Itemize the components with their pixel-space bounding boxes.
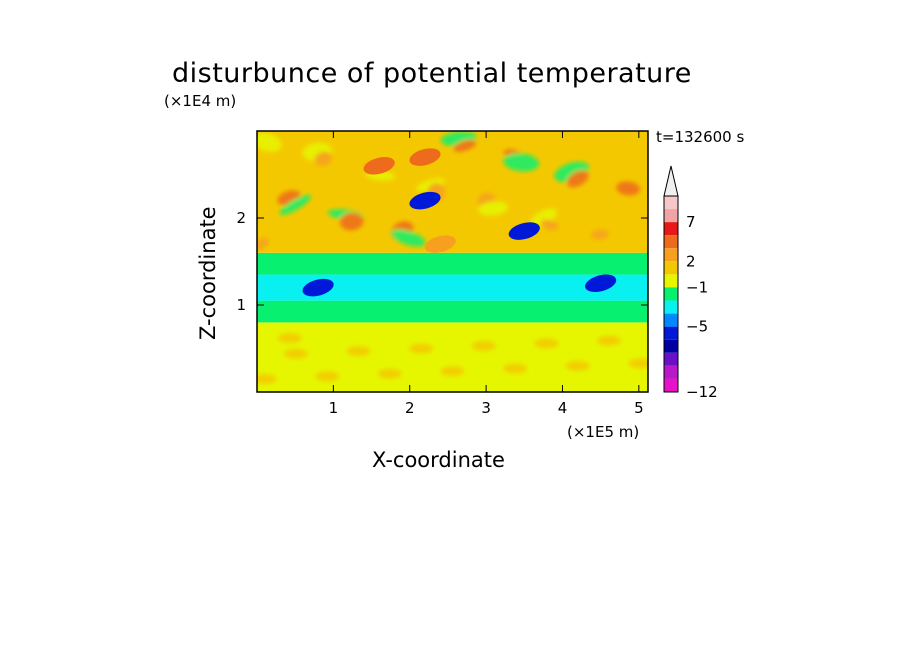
field-feature-0 [409,191,441,210]
colorbar-swatch [664,378,678,392]
x-tick-label: 2 [405,399,415,417]
colorbar-label: −12 [686,383,718,401]
colorbar-swatch [664,209,678,223]
colorbar-swatch [664,261,678,275]
field-feature-3 [302,278,334,297]
x-multiplier-label: (×1E5 m) [567,423,640,441]
plot-frame [256,130,649,393]
field-feature-5 [409,148,441,166]
x-axis-ticks: 1 2 3 4 5 [329,131,644,417]
contour-field [257,131,648,392]
field-feature-6 [424,235,456,253]
colorbar: 7 2 −1 −5 −12 [663,165,718,401]
chart-title: disturbunce of potential temperature [172,58,692,89]
colorbar-swatch [664,326,678,340]
x-tick-label: 3 [481,399,491,417]
y-tick-label: 1 [236,296,246,314]
colorbar-swatch [664,339,678,353]
colorbar-label: 7 [686,213,696,231]
y-axis-ticks: 12 [236,209,648,314]
field-layer-3 [257,252,648,275]
field-layer-0 [257,322,648,392]
colorbar-swatch [664,248,678,262]
field-feature-1 [508,222,540,240]
colorbar-label: −5 [686,318,708,336]
colorbar-swatch [664,287,678,301]
colorbar-swatch [664,274,678,288]
x-axis-label: X-coordinate [372,448,505,472]
colorbar-swatch [664,235,678,249]
colorbar-swatch [664,365,678,379]
colorbar-label: −1 [686,278,708,296]
x-tick-label: 1 [329,399,339,417]
y-tick-label: 2 [236,209,246,227]
field-feature-4 [363,157,395,175]
field-layer-1 [257,300,648,323]
field-feature-2 [585,274,617,293]
colorbar-swatch [664,313,678,327]
colorbar-swatch [664,222,678,236]
colorbar-label: 2 [686,252,696,270]
x-tick-label: 5 [634,399,644,417]
y-multiplier-label: (×1E4 m) [164,92,237,110]
colorbar-swatch [664,196,678,210]
time-label: t=132600 s [656,128,745,146]
colorbar-swatch [664,352,678,366]
colorbar-swatch [664,300,678,314]
colorbar-extend-arrow [663,165,679,197]
x-tick-label: 4 [558,399,568,417]
